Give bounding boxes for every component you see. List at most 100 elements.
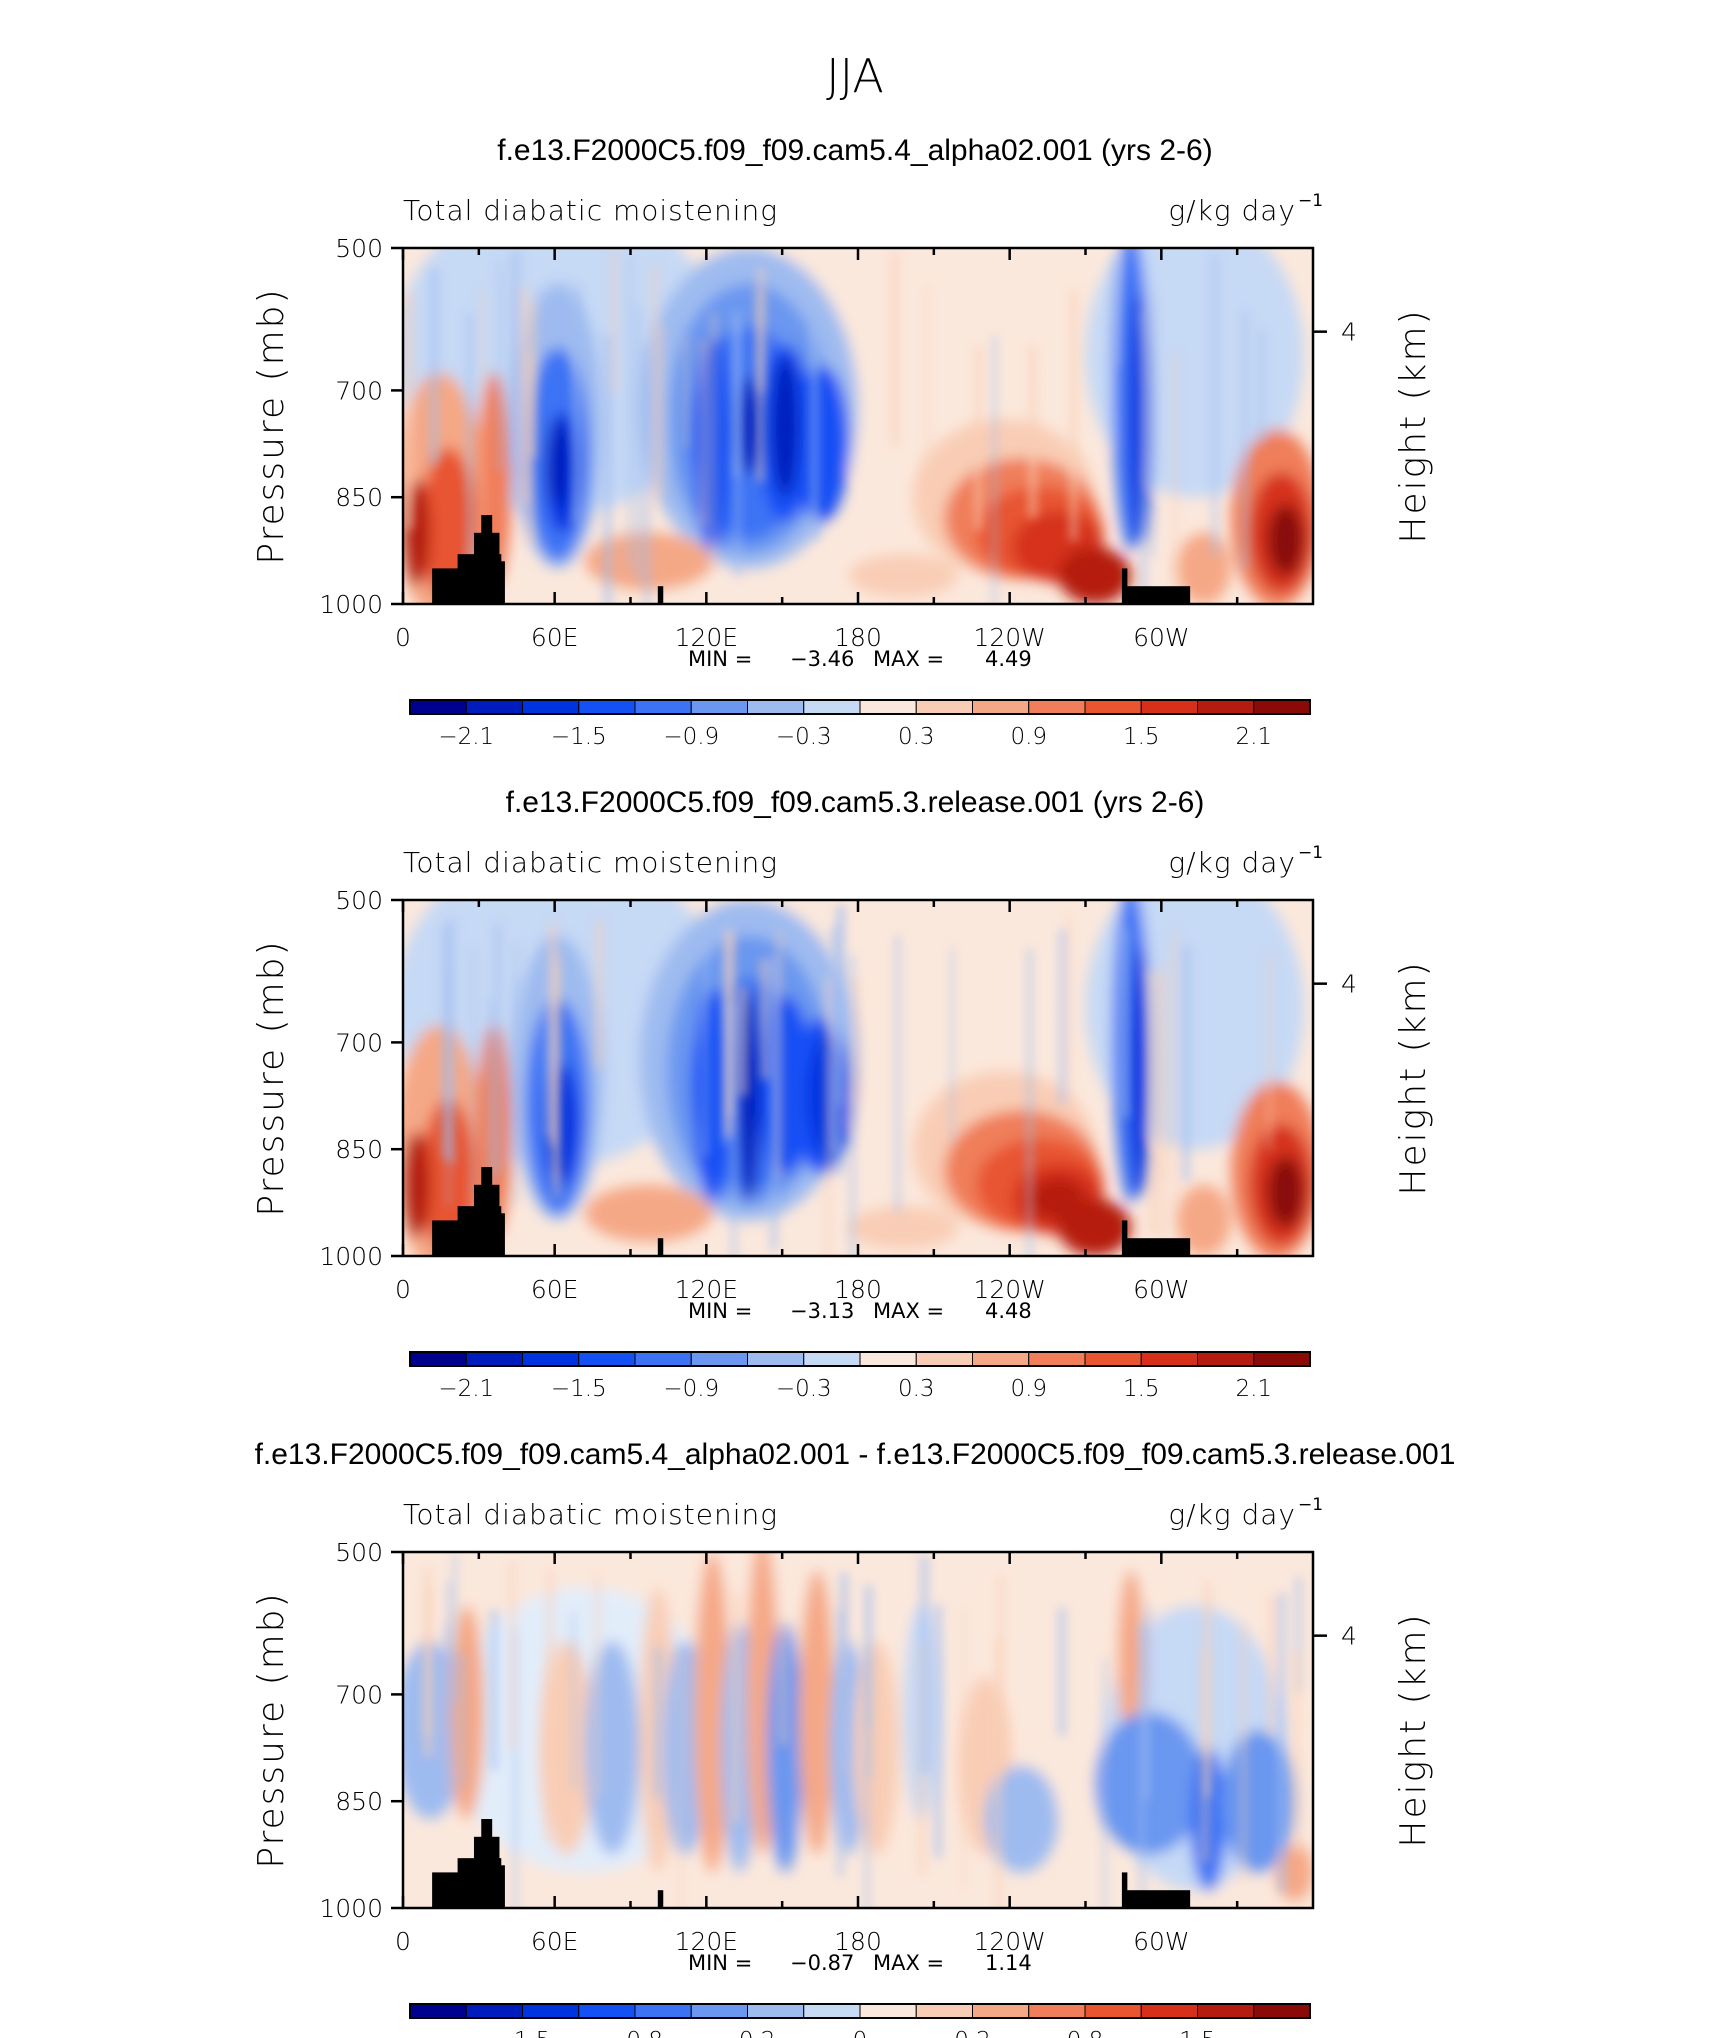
terrain-block bbox=[1126, 586, 1191, 604]
y-tick-label: 700 bbox=[335, 376, 383, 405]
contour-streak bbox=[1113, 258, 1120, 366]
contour-streak bbox=[1202, 1649, 1209, 1863]
x-tick-label: 0 bbox=[395, 623, 411, 652]
variable-label: Total diabatic moistening bbox=[403, 1498, 778, 1531]
contour-streak bbox=[1212, 255, 1218, 556]
x-tick-label: 180 bbox=[834, 623, 882, 652]
x-tick-label: 180 bbox=[834, 1927, 882, 1956]
colorbar-box bbox=[859, 2003, 917, 2019]
contour-streak bbox=[471, 949, 475, 1196]
panel-title: f.e13.F2000C5.f09_f09.cam5.4_alpha02.001… bbox=[255, 1438, 1456, 1471]
contour-streak bbox=[919, 1555, 929, 1775]
stats-min-value: −3.46 bbox=[790, 647, 854, 671]
contour-streak bbox=[1026, 948, 1033, 1256]
contour-region bbox=[794, 365, 849, 523]
colorbar-box bbox=[409, 1351, 467, 1367]
contour-streak bbox=[1147, 969, 1156, 1234]
contour-streak bbox=[1058, 929, 1067, 1105]
contour-streak bbox=[516, 978, 521, 1137]
contour-streak bbox=[864, 1649, 870, 1908]
colorbar-label: −2.1 bbox=[438, 1376, 494, 1402]
colorbar-box bbox=[747, 1351, 805, 1367]
y2-axis-title: Height (km) bbox=[1393, 308, 1434, 543]
contour-streak bbox=[1242, 312, 1248, 569]
chart-panel-1: f.e13.F2000C5.f09_f09.cam5.4_alpha02.001… bbox=[251, 134, 1434, 750]
colorbar-box bbox=[690, 1351, 748, 1367]
contour-region bbox=[1267, 1156, 1304, 1228]
terrain-block bbox=[494, 1865, 505, 1908]
colorbar-label: 0.3 bbox=[898, 1376, 935, 1402]
contour-streak bbox=[895, 934, 901, 1213]
colorbar-label: 1.5 bbox=[1123, 1376, 1160, 1402]
units-exponent: −1 bbox=[1298, 191, 1323, 211]
contour-streak bbox=[770, 956, 778, 1251]
colorbar-box bbox=[859, 1351, 917, 1367]
contour-streak bbox=[459, 1653, 466, 1786]
colorbar-label: −1.5 bbox=[551, 1376, 607, 1402]
colorbar-box bbox=[1084, 2003, 1142, 2019]
contour-streak bbox=[684, 336, 688, 448]
y-tick-label: 700 bbox=[335, 1680, 383, 1709]
contour-streak bbox=[429, 268, 438, 465]
x-tick-label: 60E bbox=[531, 1275, 579, 1304]
colorbar-box bbox=[522, 2003, 580, 2019]
colorbar-label: −2.1 bbox=[438, 724, 494, 750]
colorbar-box bbox=[1140, 699, 1198, 715]
contour-streak bbox=[1069, 290, 1078, 541]
contour-streak bbox=[644, 345, 650, 604]
contour-region bbox=[1176, 1184, 1232, 1256]
contour-streak bbox=[452, 1552, 457, 1702]
y-tick-label: 850 bbox=[335, 1135, 383, 1164]
contour-region bbox=[737, 376, 760, 476]
contour-region bbox=[1117, 1569, 1145, 1748]
y-tick-label: 500 bbox=[335, 1538, 383, 1567]
terrain-mask bbox=[432, 1167, 1191, 1256]
colorbar-label: 1.5 bbox=[1179, 2028, 1216, 2038]
contour-streak bbox=[1139, 1623, 1145, 1908]
page-title: JJA bbox=[826, 49, 884, 103]
colorbar-box bbox=[578, 1351, 636, 1367]
terrain-block bbox=[473, 1184, 485, 1256]
contour-streak bbox=[519, 287, 528, 505]
terrain-block bbox=[657, 1238, 664, 1256]
contour-streak bbox=[1028, 344, 1038, 518]
terrain-block bbox=[1126, 1890, 1191, 1908]
terrain-block bbox=[494, 561, 505, 604]
contour-region bbox=[985, 1765, 1059, 1873]
contour-region bbox=[448, 1605, 485, 1819]
terrain-block bbox=[1121, 1872, 1128, 1908]
colorbar-box bbox=[578, 2003, 636, 2019]
colorbar-label: −1.5 bbox=[495, 2028, 551, 2038]
contour-region bbox=[1190, 1747, 1227, 1891]
contour-streak bbox=[546, 1570, 554, 1842]
colorbar-label: −0.2 bbox=[720, 2028, 776, 2038]
contour-streak bbox=[727, 933, 735, 1117]
colorbar-box bbox=[1028, 2003, 1086, 2019]
contour-streak bbox=[1120, 927, 1129, 1118]
colorbar-label: 0.9 bbox=[1010, 1376, 1047, 1402]
y-tick-label: 500 bbox=[335, 886, 383, 915]
colorbar-box bbox=[690, 2003, 748, 2019]
y2-axis-title: Height (km) bbox=[1393, 1612, 1434, 1847]
contour-region bbox=[767, 1623, 804, 1873]
contour-streak bbox=[595, 919, 603, 1068]
colorbar: −2.1 −1.5 −0.9 −0.3 0.3 0.9 1.5 2.1 bbox=[409, 1351, 1311, 1402]
variable-label: Total diabatic moistening bbox=[403, 846, 778, 879]
contour-streak bbox=[739, 986, 748, 1096]
colorbar-label: 0.3 bbox=[898, 724, 935, 750]
terrain-mask bbox=[432, 1819, 1191, 1908]
colorbar-box bbox=[1028, 699, 1086, 715]
contour-streak bbox=[830, 926, 839, 1154]
x-tick-label: 60W bbox=[1133, 623, 1190, 652]
contour-streak bbox=[779, 1626, 786, 1746]
contour-region bbox=[694, 989, 731, 1203]
x-tick-label: 120W bbox=[973, 1275, 1045, 1304]
contour-streak bbox=[1277, 1592, 1286, 1893]
contour-streak bbox=[513, 1630, 518, 1908]
colorbar-label: 2.1 bbox=[1235, 724, 1272, 750]
contour-streak bbox=[571, 1611, 576, 1789]
colorbar-box bbox=[1084, 1351, 1142, 1367]
contour-streak bbox=[510, 251, 520, 463]
contour-streak bbox=[423, 1567, 432, 1736]
